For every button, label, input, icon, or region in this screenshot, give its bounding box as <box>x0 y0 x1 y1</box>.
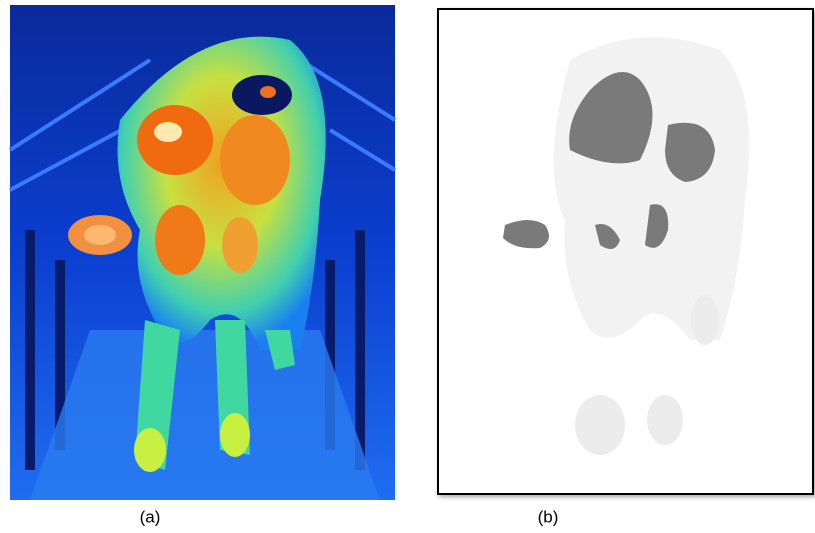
segmentation-image <box>437 8 814 495</box>
thermal-image <box>8 5 397 500</box>
caption: (a) <box>140 507 161 526</box>
caption: (b) <box>538 507 559 526</box>
